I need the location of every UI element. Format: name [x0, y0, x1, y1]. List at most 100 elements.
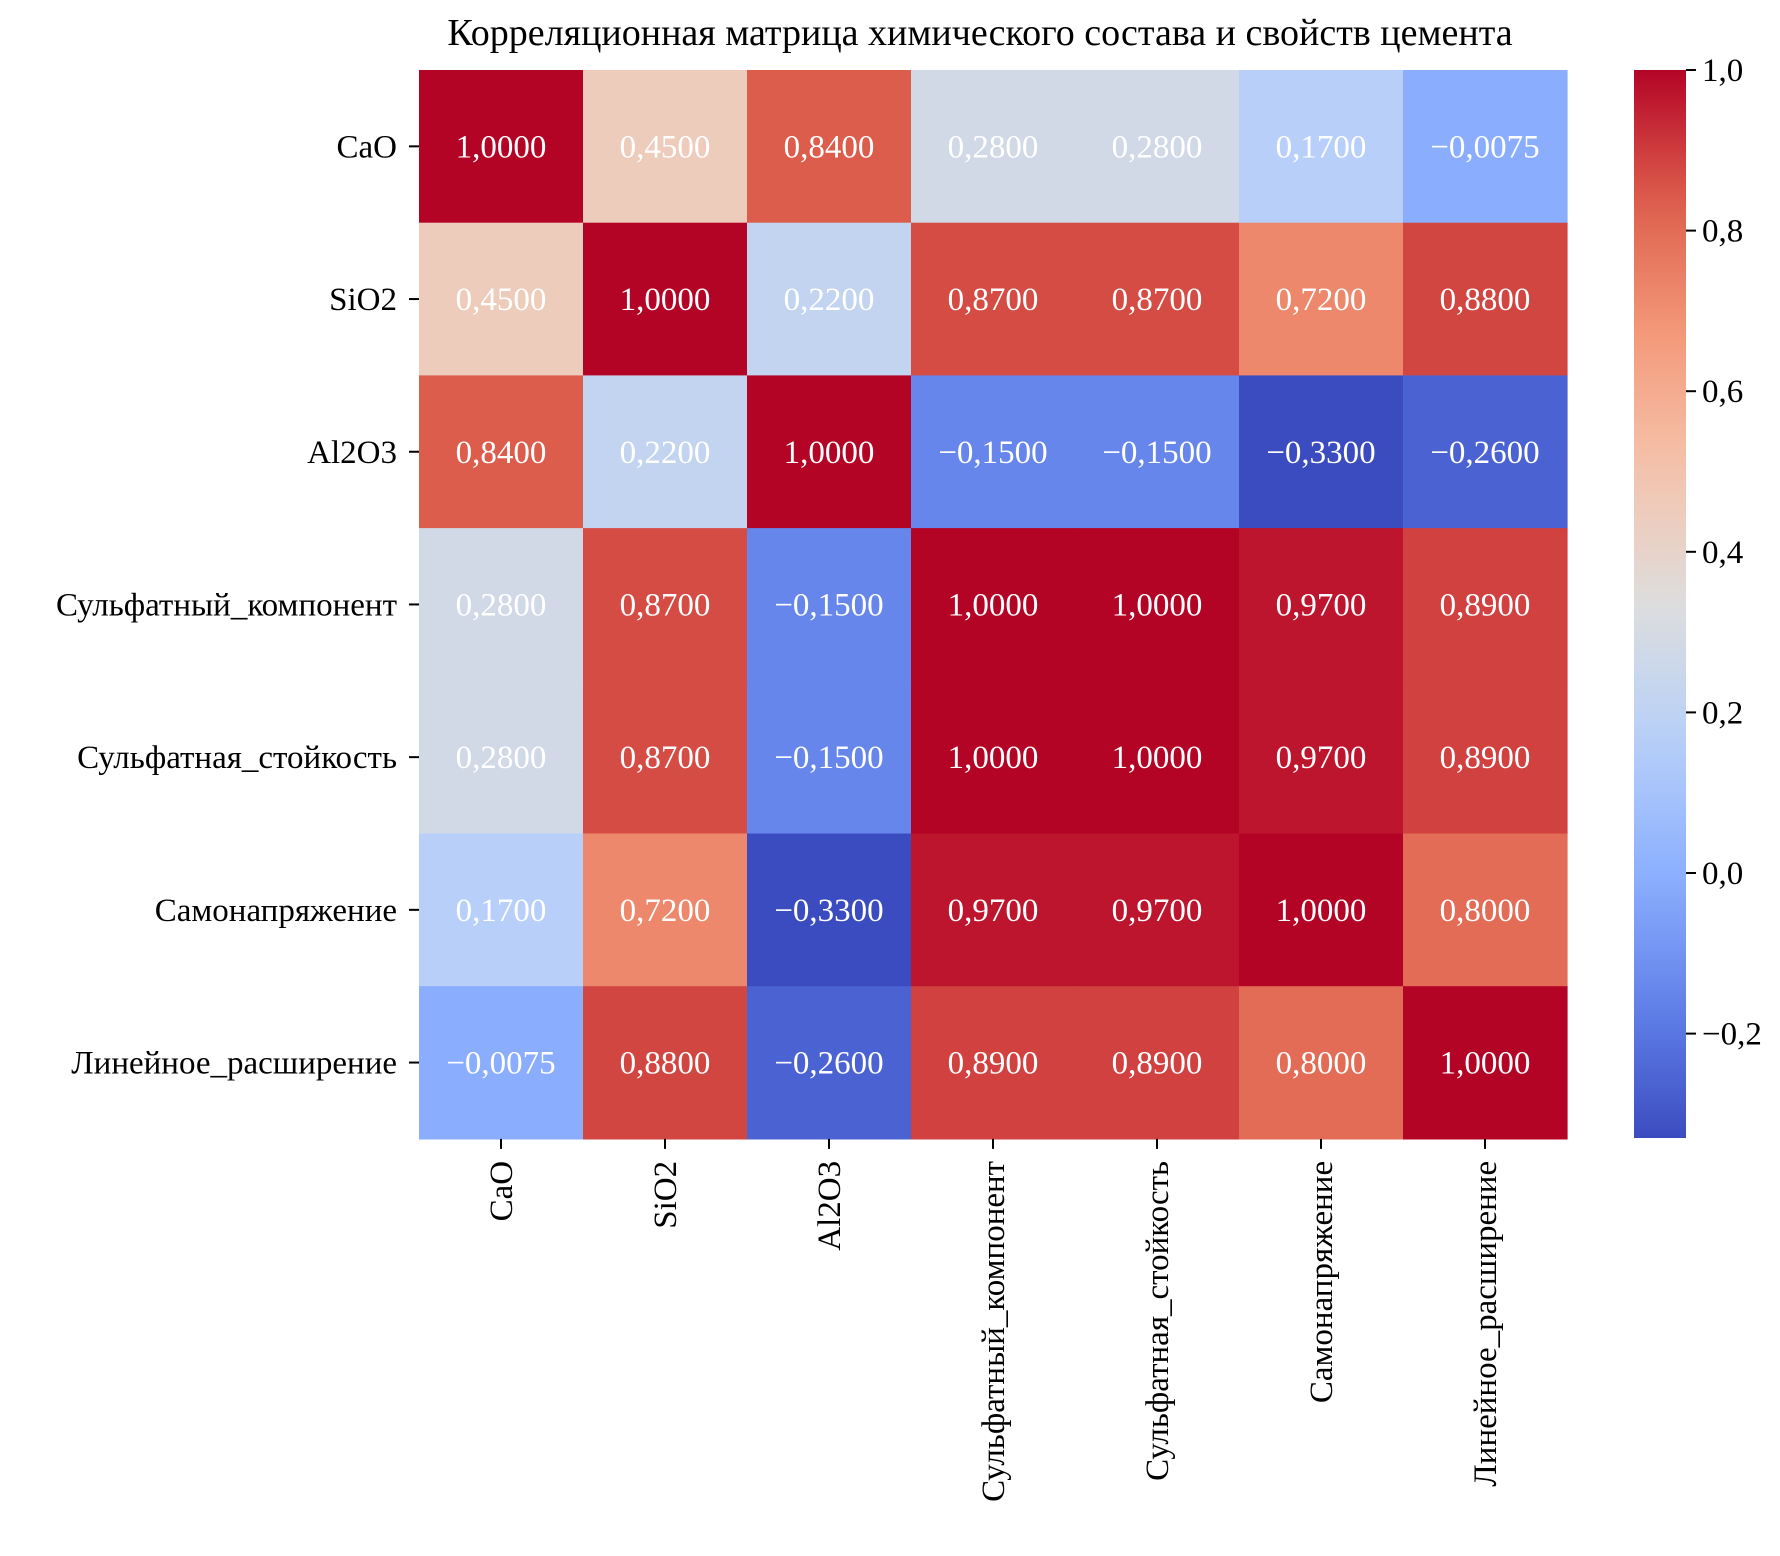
heatmap-cell	[1239, 986, 1404, 1140]
heatmap-cell	[1075, 70, 1240, 224]
cell-value-label: 0,8400	[784, 129, 875, 165]
heatmap-cell	[1075, 986, 1240, 1140]
x-tick-label: Самонапряжение	[1304, 1161, 1340, 1403]
heatmap-cell	[1239, 222, 1404, 376]
cell-value-label: 0,8000	[1440, 893, 1531, 929]
y-tick-label: Al2O3	[307, 435, 397, 471]
heatmap-cell	[911, 986, 1076, 1140]
colorbar: 1,0 0,8 0,6 0,4 0,2 0,0 −0,2	[1634, 53, 1762, 1138]
heatmap-cell	[1075, 375, 1240, 529]
cell-value-label: 0,8900	[1440, 587, 1531, 623]
heatmap-cell	[583, 680, 748, 835]
y-tick-label: Сульфатная_стойкость	[77, 740, 397, 776]
colorbar-tick-label: 0,8	[1702, 214, 1743, 250]
cell-value-label: 0,8800	[620, 1046, 711, 1082]
heatmap-cell	[1239, 528, 1404, 682]
cell-value-label: 0,8800	[1440, 282, 1531, 318]
cell-value-label: 0,8700	[1112, 282, 1203, 318]
heatmap-cell	[747, 680, 912, 835]
cell-value-label: 0,8700	[948, 282, 1039, 318]
cell-value-label: 0,4500	[456, 282, 547, 318]
heatmap-cell	[419, 680, 584, 835]
cell-value-label: −0,1500	[938, 435, 1047, 471]
x-tick-label: Линейное_расширение	[1468, 1161, 1504, 1487]
cell-value-label: −0,2600	[774, 1046, 883, 1082]
heatmap-cell	[1403, 680, 1568, 835]
cell-value-label: 0,8700	[620, 740, 711, 776]
cell-value-label: 0,2800	[456, 740, 547, 776]
heatmap-cell	[1239, 70, 1404, 224]
heatmap-cell	[1239, 833, 1404, 987]
cell-value-label: 1,0000	[456, 129, 547, 165]
heatmap-cell	[747, 70, 912, 224]
heatmap-cell	[583, 70, 748, 224]
heatmap-cell	[747, 833, 912, 987]
cell-value-label: 0,9700	[1276, 740, 1367, 776]
heatmap-cell	[747, 528, 912, 682]
heatmap-cell	[1075, 833, 1240, 987]
cell-value-label: −0,1500	[1102, 435, 1211, 471]
cell-value-label: 0,4500	[620, 129, 711, 165]
colorbar-tick-label: 0,0	[1702, 856, 1743, 892]
cell-value-label: 1,0000	[948, 740, 1039, 776]
x-tick-label: Сульфатный_компонент	[976, 1161, 1012, 1502]
heatmap-cell	[911, 70, 1076, 224]
cell-value-label: 1,0000	[1276, 893, 1367, 929]
cell-value-label: 0,2200	[620, 435, 711, 471]
cell-value-label: 0,8700	[620, 587, 711, 623]
x-tick-label: Al2O3	[812, 1161, 848, 1251]
heatmap-cell	[583, 222, 748, 376]
heatmap-cell	[583, 833, 748, 987]
heatmap-cell	[1403, 375, 1568, 529]
heatmap-cell	[911, 833, 1076, 987]
heatmap-cell	[419, 986, 584, 1140]
y-tick-label: SiO2	[329, 282, 397, 318]
heatmap-cell	[911, 375, 1076, 529]
heatmap-cell	[1403, 986, 1568, 1140]
cell-value-label: 1,0000	[1440, 1046, 1531, 1082]
colorbar-gradient	[1634, 70, 1686, 1138]
cell-value-label: 0,8000	[1276, 1046, 1367, 1082]
cell-value-label: −0,1500	[774, 740, 883, 776]
cell-value-label: 0,9700	[1276, 587, 1367, 623]
cell-value-label: 1,0000	[784, 435, 875, 471]
cell-value-label: 1,0000	[620, 282, 711, 318]
cell-value-label: 1,0000	[1112, 587, 1203, 623]
y-tick-label: Сульфатный_компонент	[56, 587, 397, 623]
colorbar-tick-label: 1,0	[1702, 53, 1743, 89]
cell-value-label: −0,0075	[446, 1046, 555, 1082]
y-tick-label: Самонапряжение	[155, 893, 397, 929]
heatmap-cell	[747, 222, 912, 376]
x-tick-label: Сульфатная_стойкость	[1140, 1161, 1176, 1481]
heatmap-cell	[1403, 528, 1568, 682]
heatmap-cells: 1,0000 0,4500 0,8400 0,2800 0,2800 0,1700 −0,0…	[419, 70, 1568, 1140]
heatmap-cell	[583, 375, 748, 529]
cell-value-label: 0,8900	[948, 1046, 1039, 1082]
cell-value-label: 0,8900	[1112, 1046, 1203, 1082]
cell-value-label: 0,2800	[948, 129, 1039, 165]
cell-value-label: 0,1700	[456, 893, 547, 929]
cell-value-label: 0,2200	[784, 282, 875, 318]
colorbar-tick-label: 0,2	[1702, 695, 1743, 731]
cell-value-label: 0,8900	[1440, 740, 1531, 776]
heatmap-cell	[1403, 222, 1568, 376]
cell-value-label: −0,2600	[1430, 435, 1539, 471]
chart-title: Корреляционная матрица химического соста…	[447, 12, 1512, 54]
cell-value-label: 0,9700	[1112, 893, 1203, 929]
cell-value-label: 0,7200	[1276, 282, 1367, 318]
y-tick-label: Линейное_расширение	[71, 1046, 397, 1082]
cell-value-label: −0,1500	[774, 587, 883, 623]
colorbar-tick-label: −0,2	[1702, 1017, 1762, 1053]
x-tick-label: CaO	[484, 1161, 520, 1222]
heatmap-cell	[1403, 833, 1568, 987]
cell-value-label: 0,8400	[456, 435, 547, 471]
heatmap-cell	[419, 528, 584, 682]
cell-value-label: −0,3300	[1266, 435, 1375, 471]
cell-value-label: 0,9700	[948, 893, 1039, 929]
colorbar-tick-label: 0,4	[1702, 535, 1743, 571]
column-labels: CaO SiO2 Al2O3 Сульфатный_компонент Сульфатн…	[484, 1138, 1504, 1502]
cell-value-label: 0,2800	[456, 587, 547, 623]
heatmap-cell	[747, 986, 912, 1140]
heatmap-cell	[419, 833, 584, 987]
